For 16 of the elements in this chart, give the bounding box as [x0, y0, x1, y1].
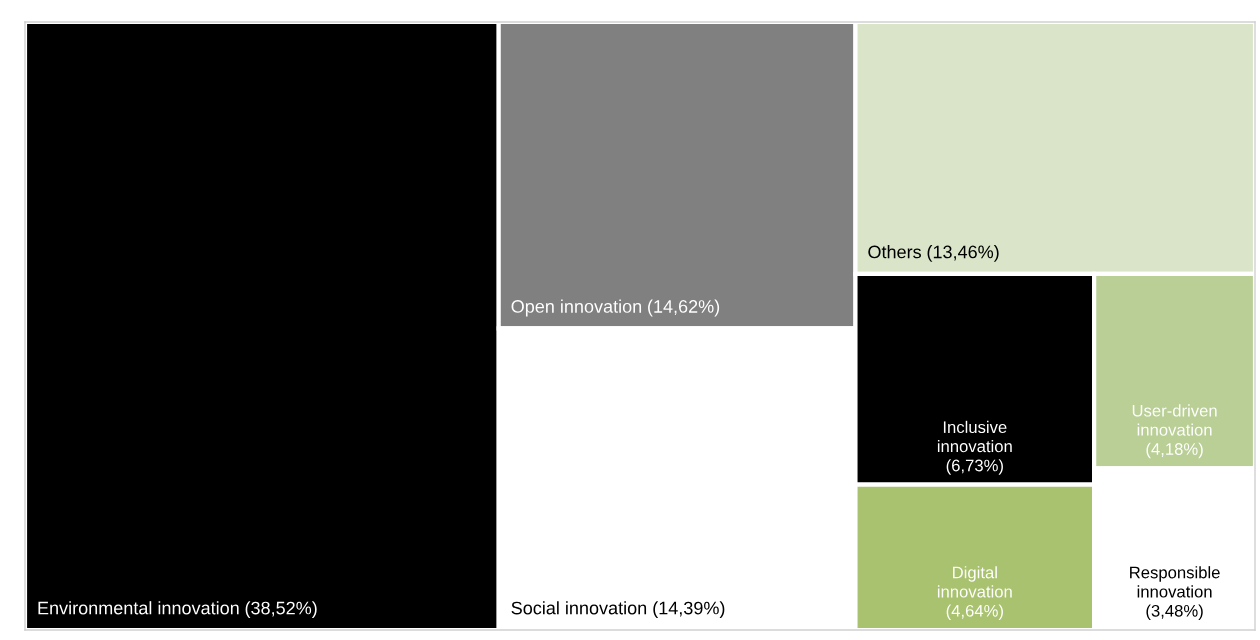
- category-label: Open innovation: [511, 299, 642, 317]
- data-label: (6,73%): [946, 459, 1003, 475]
- category-label: Environmental innovation: [38, 601, 239, 615]
- category-label: Others: [868, 245, 921, 259]
- category-label: Digital innovation: [937, 566, 1012, 598]
- data-label: (13,46%): [927, 245, 999, 262]
- data-label: (3,48%): [1146, 604, 1203, 620]
- category-label: Inclusive innovation: [937, 420, 1012, 453]
- data-label: (14,62%): [648, 299, 720, 317]
- category-label: Responsible innovation: [1130, 566, 1220, 598]
- data-label: (4,64%): [946, 604, 1003, 620]
- data-label: (14,39%): [653, 601, 725, 618]
- data-label: (4,18%): [1146, 442, 1203, 459]
- data-label: (38,52%): [245, 601, 317, 618]
- category-label: Social innovation: [511, 601, 647, 615]
- category-label: User-driven innovation: [1132, 404, 1217, 436]
